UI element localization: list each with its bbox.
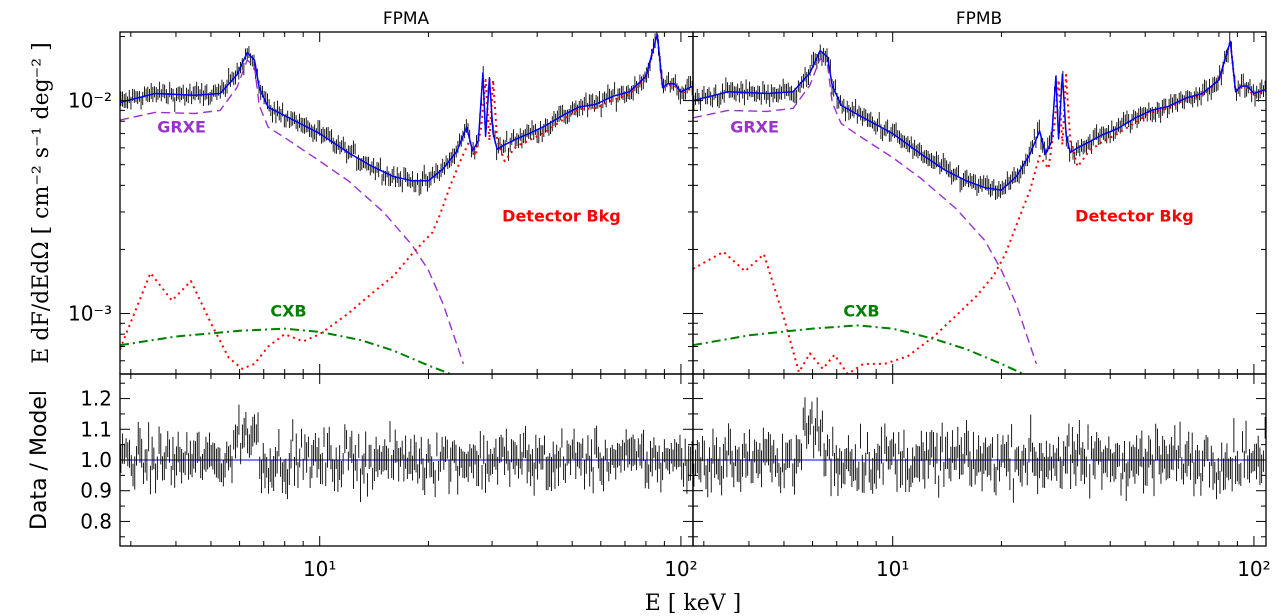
- y-axis-label-ratio: Data / Model: [27, 390, 52, 530]
- label-detector-bkg: Detector Bkg: [502, 207, 621, 226]
- series-model: [693, 40, 1266, 191]
- x-axis-label: E [ keV ]: [645, 591, 741, 616]
- y-tick-label: 0.9: [80, 479, 112, 503]
- panel-1-frame: [692, 31, 1267, 375]
- panel-0-frame: [119, 31, 694, 375]
- label-cxb: CXB: [843, 301, 879, 320]
- y-tick-label: 10⁻²: [68, 89, 112, 113]
- series-model: [120, 33, 693, 182]
- panel-0-plot: [120, 32, 693, 374]
- y-tick-label: 1.1: [80, 417, 112, 441]
- y-tick-label: 1.0: [80, 448, 112, 472]
- series-detector-bkg: [693, 40, 1266, 374]
- panel-3-plot: [693, 397, 1266, 503]
- series-grxe: [693, 57, 1038, 365]
- y-axis-label-flux: E dF/dEdΩ [ cm⁻² s⁻¹ deg⁻² ]: [29, 42, 54, 363]
- axes-frames: [119, 31, 1267, 547]
- y-tick-label: 10⁻³: [68, 302, 112, 326]
- ratio-points-panel-3: [693, 397, 1266, 503]
- data-points-panel-1: [693, 32, 1266, 201]
- x-tick-label: 10¹: [876, 557, 909, 581]
- y-tick-label: 0.8: [80, 509, 112, 533]
- label-grxe: GRXE: [157, 117, 206, 136]
- series-grxe: [120, 59, 465, 365]
- panel-title-fpmb: FPMB: [956, 9, 1002, 29]
- panel-2-plot: [120, 404, 693, 503]
- x-tick-label: 10²: [1237, 557, 1270, 581]
- label-cxb: CXB: [270, 301, 306, 320]
- panel-1-plot: [693, 32, 1266, 374]
- text-layer: FPMA FPMB E dF/dEdΩ [ cm⁻² s⁻¹ deg⁻² ] D…: [27, 9, 1271, 616]
- x-tick-label: 10²: [664, 557, 697, 581]
- x-tick-label: 10¹: [303, 557, 336, 581]
- label-grxe: GRXE: [730, 117, 779, 136]
- label-detector-bkg: Detector Bkg: [1075, 207, 1194, 226]
- series-cxb: [120, 327, 451, 374]
- y-tick-label: 1.2: [80, 387, 112, 411]
- data-points-panel-0: [120, 32, 693, 196]
- series-detector-bkg: [120, 33, 693, 370]
- plot-layer: [120, 32, 1266, 503]
- series-cxb: [693, 324, 1024, 374]
- ratio-points-panel-2: [120, 404, 693, 503]
- panel-title-fpma: FPMA: [383, 9, 430, 29]
